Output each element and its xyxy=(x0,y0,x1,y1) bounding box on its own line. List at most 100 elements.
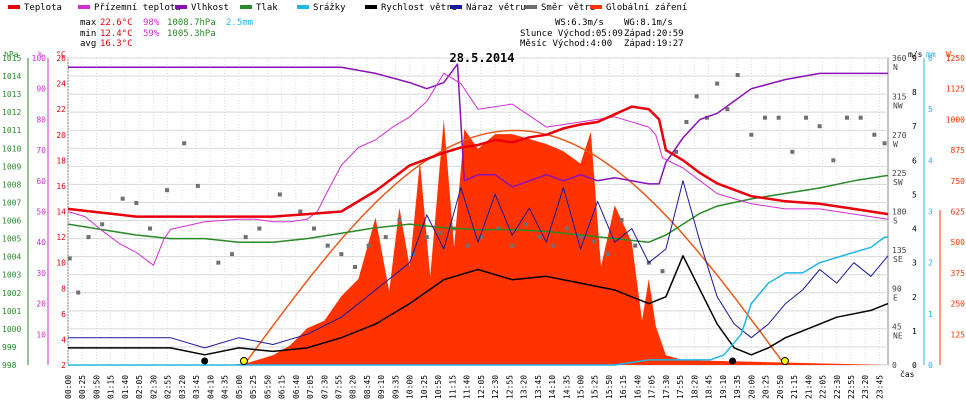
x-tick-label: 04:10 xyxy=(206,375,215,399)
wind-speed-tick-label: 3 xyxy=(912,259,917,268)
x-tick-label: 07:30 xyxy=(320,375,329,399)
direction-compass-label: NW xyxy=(893,101,903,110)
x-tick-label: 06:40 xyxy=(292,375,301,399)
info-moon-set: Západ:19:27 xyxy=(624,39,684,49)
moonrise-marker xyxy=(201,357,209,365)
wind-speed-tick-label: 0 xyxy=(912,361,917,370)
wind-direction-point xyxy=(496,226,501,231)
rain-line xyxy=(68,236,888,366)
legend-swatch xyxy=(365,5,377,9)
radiation-tick-label: 750 xyxy=(951,177,966,186)
wind-direction-point xyxy=(674,149,679,154)
x-tick-label: 17:30 xyxy=(662,375,671,399)
wind-speed-tick-label: 7 xyxy=(912,122,917,131)
x-tick-label: 05:50 xyxy=(263,375,272,399)
pressure-tick-label: 1010 xyxy=(2,144,21,153)
legend-swatch xyxy=(450,5,462,9)
x-tick-label: 21:40 xyxy=(804,375,813,399)
wind-direction-point xyxy=(858,115,863,120)
direction-tick-label: 135 xyxy=(892,246,907,255)
legend-swatch xyxy=(8,5,20,9)
x-tick-label: 17:55 xyxy=(676,375,685,399)
wind-speed-tick-label: 4 xyxy=(912,225,917,234)
x-tick-label: 02:55 xyxy=(164,375,173,399)
legend-label: Globální záření xyxy=(606,3,687,13)
wind-direction-point xyxy=(578,235,583,240)
pressure-tick-label: 1000 xyxy=(2,325,21,334)
x-tick-label: 10:50 xyxy=(434,375,443,399)
legend-label: Srážky xyxy=(313,3,346,13)
moonset-marker xyxy=(729,357,737,365)
wind-speed-tick-label: 2 xyxy=(912,293,917,302)
legend-swatch xyxy=(78,5,90,9)
x-tick-label: 14:35 xyxy=(562,375,571,399)
x-tick-label: 15:25 xyxy=(591,375,600,399)
chart-title: 28.5.2014 xyxy=(449,51,514,65)
x-tick-label: 17:05 xyxy=(648,375,657,399)
humidity-tick-label: 10 xyxy=(36,330,46,339)
x-tick-label: 03:45 xyxy=(192,375,201,399)
temperature-tick-label: 8 xyxy=(61,284,66,293)
x-tick-label: 12:05 xyxy=(477,375,486,399)
x-tick-label: 08:45 xyxy=(363,375,372,399)
legend-swatch xyxy=(590,5,602,9)
wind-direction-point xyxy=(383,235,388,240)
x-tick-label: 10:25 xyxy=(420,375,429,399)
wind-direction-point xyxy=(776,115,781,120)
legend-swatch xyxy=(297,5,309,9)
direction-compass-label: SE xyxy=(893,255,903,264)
radiation-tick-label: 1000 xyxy=(946,115,965,124)
info-sun-rise: Slunce Východ:05:09 xyxy=(520,29,623,39)
pressure-axis-unit: hPa xyxy=(4,50,19,59)
x-tick-label: 11:40 xyxy=(463,375,472,399)
humidity-tick-label: 30 xyxy=(36,269,46,278)
info-wind-gust: WG:8.1m/s xyxy=(624,18,673,28)
legend-label: Rychlost větru xyxy=(381,3,457,13)
wind-direction-point xyxy=(763,115,767,120)
x-tick-label: 20:50 xyxy=(776,375,785,399)
wind-direction-point xyxy=(148,226,152,231)
x-tick-label: 01:15 xyxy=(107,375,116,399)
direction-tick-label: 360 xyxy=(892,54,907,63)
wind-direction-point xyxy=(872,132,877,137)
wind-direction-point xyxy=(366,243,371,248)
legend-label: Vlhkost xyxy=(191,3,229,13)
humidity-tick-label: 90 xyxy=(36,85,46,94)
x-tick-label: 06:15 xyxy=(278,375,287,399)
legend-label: Tlak xyxy=(256,3,278,13)
info-sun-set: Západ:20:59 xyxy=(624,29,684,39)
wind-speed-tick-label: 9 xyxy=(912,54,917,63)
temperature-tick-label: 14 xyxy=(56,208,66,217)
stat-max-humidity: 98% xyxy=(143,18,160,28)
wind-direction-point xyxy=(86,235,91,240)
direction-tick-label: 270 xyxy=(892,131,907,140)
legend-label: Náraz větru xyxy=(466,3,526,13)
humidity-tick-label: 70 xyxy=(36,146,46,155)
temperature-tick-label: 2 xyxy=(61,361,66,370)
stat-label-max: max xyxy=(80,18,97,28)
wind-direction-point xyxy=(120,196,125,201)
radiation-tick-label: 875 xyxy=(951,146,966,155)
x-tick-label: 07:55 xyxy=(334,375,343,399)
stat-max-rain: 2.5mm xyxy=(226,18,253,28)
legend-swatch xyxy=(240,5,252,9)
wind-direction-point xyxy=(277,192,282,197)
radiation-tick-label: 375 xyxy=(951,269,966,278)
wind-direction-point xyxy=(735,73,740,78)
direction-compass-label: NE xyxy=(893,332,903,341)
x-tick-label: 00:50 xyxy=(92,375,101,399)
stat-label-min: min xyxy=(80,29,96,39)
radiation-tick-label: 1250 xyxy=(946,54,965,63)
radiation-axis-unit: W xyxy=(946,50,951,59)
wind-direction-point xyxy=(353,264,357,269)
direction-tick-label: 45 xyxy=(892,323,902,332)
x-tick-label: 08:20 xyxy=(349,375,358,399)
temperature-tick-label: 26 xyxy=(56,54,66,63)
wind-direction-point xyxy=(100,222,105,227)
direction-tick-label: 0 xyxy=(892,361,897,370)
temperature-axis-unit: °C xyxy=(56,50,66,59)
stat-min-temp: 12.4°C xyxy=(100,29,133,39)
wind-direction-point xyxy=(257,226,262,231)
pressure-tick-label: 1009 xyxy=(2,162,21,171)
